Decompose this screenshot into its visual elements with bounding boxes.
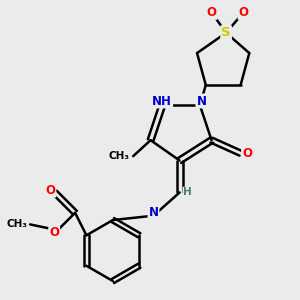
Text: O: O bbox=[207, 6, 217, 19]
Text: O: O bbox=[45, 184, 56, 196]
Text: CH₃: CH₃ bbox=[6, 219, 27, 230]
Text: O: O bbox=[49, 226, 59, 239]
Text: H: H bbox=[183, 188, 192, 197]
Text: NH: NH bbox=[152, 94, 172, 107]
Text: CH₃: CH₃ bbox=[109, 151, 130, 161]
Text: S: S bbox=[221, 26, 231, 39]
Text: N: N bbox=[196, 94, 206, 107]
Text: N: N bbox=[148, 206, 158, 219]
Text: O: O bbox=[242, 147, 252, 160]
Text: O: O bbox=[238, 6, 248, 19]
